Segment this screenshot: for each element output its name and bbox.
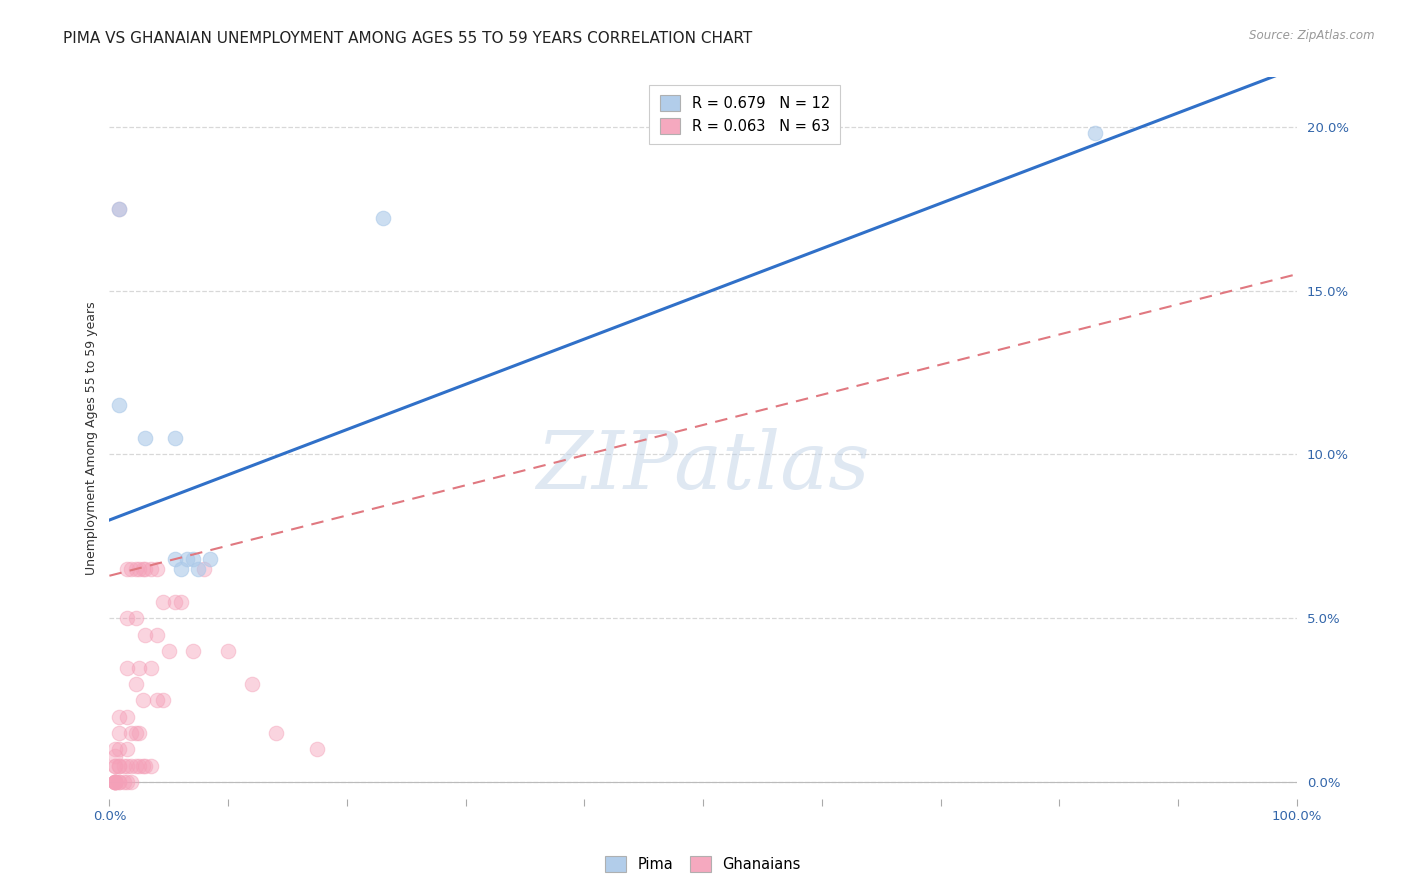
- Point: [187, 562, 209, 576]
- Point: [146, 693, 169, 707]
- Y-axis label: Unemployment Among Ages 55 to 59 years: Unemployment Among Ages 55 to 59 years: [86, 301, 98, 574]
- Point: [124, 562, 146, 576]
- Point: [108, 202, 131, 216]
- Point: [176, 552, 198, 566]
- Point: [108, 775, 131, 789]
- Point: [104, 749, 127, 764]
- Point: [169, 595, 191, 609]
- Point: [104, 775, 127, 789]
- Point: [108, 759, 131, 773]
- Point: [120, 562, 142, 576]
- Point: [124, 677, 146, 691]
- Point: [115, 611, 138, 625]
- Point: [104, 742, 127, 756]
- Point: [307, 742, 329, 756]
- Point: [152, 595, 174, 609]
- Point: [124, 759, 146, 773]
- Point: [115, 562, 138, 576]
- Point: [108, 709, 131, 723]
- Point: [115, 742, 138, 756]
- Point: [112, 759, 135, 773]
- Point: [128, 726, 150, 740]
- Point: [128, 660, 150, 674]
- Point: [104, 775, 127, 789]
- Point: [115, 759, 138, 773]
- Point: [157, 644, 180, 658]
- Point: [108, 742, 131, 756]
- Point: [152, 693, 174, 707]
- Point: [217, 644, 239, 658]
- Text: PIMA VS GHANAIAN UNEMPLOYMENT AMONG AGES 55 TO 59 YEARS CORRELATION CHART: PIMA VS GHANAIAN UNEMPLOYMENT AMONG AGES…: [63, 31, 752, 46]
- Point: [104, 775, 127, 789]
- Point: [163, 431, 186, 445]
- Point: [371, 211, 394, 226]
- Point: [131, 693, 153, 707]
- Point: [115, 775, 138, 789]
- Point: [181, 644, 204, 658]
- Point: [108, 398, 131, 412]
- Point: [128, 562, 150, 576]
- Point: [264, 726, 287, 740]
- Point: [108, 759, 131, 773]
- Point: [169, 562, 191, 576]
- Point: [124, 611, 146, 625]
- Point: [112, 775, 135, 789]
- Point: [240, 677, 263, 691]
- Point: [131, 562, 153, 576]
- Point: [131, 759, 153, 773]
- Point: [104, 775, 127, 789]
- Point: [108, 202, 131, 216]
- Point: [104, 759, 127, 773]
- Point: [146, 628, 169, 642]
- Legend: Pima, Ghanaians: Pima, Ghanaians: [599, 850, 807, 878]
- Point: [139, 660, 162, 674]
- Legend: R = 0.679   N = 12, R = 0.063   N = 63: R = 0.679 N = 12, R = 0.063 N = 63: [650, 85, 841, 145]
- Point: [146, 562, 169, 576]
- Point: [120, 759, 142, 773]
- Point: [134, 562, 156, 576]
- Point: [134, 628, 156, 642]
- Point: [139, 759, 162, 773]
- Point: [104, 759, 127, 773]
- Text: Source: ZipAtlas.com: Source: ZipAtlas.com: [1250, 29, 1375, 42]
- Point: [163, 552, 186, 566]
- Point: [1084, 126, 1107, 140]
- Point: [115, 660, 138, 674]
- Point: [108, 775, 131, 789]
- Point: [200, 552, 222, 566]
- Point: [108, 726, 131, 740]
- Point: [193, 562, 215, 576]
- Point: [104, 775, 127, 789]
- Point: [181, 552, 204, 566]
- Point: [139, 562, 162, 576]
- Point: [115, 709, 138, 723]
- Point: [128, 759, 150, 773]
- Point: [163, 595, 186, 609]
- Point: [104, 775, 127, 789]
- Point: [120, 726, 142, 740]
- Text: ZIPatlas: ZIPatlas: [537, 428, 870, 506]
- Point: [124, 726, 146, 740]
- Point: [134, 431, 156, 445]
- Point: [134, 759, 156, 773]
- Point: [120, 775, 142, 789]
